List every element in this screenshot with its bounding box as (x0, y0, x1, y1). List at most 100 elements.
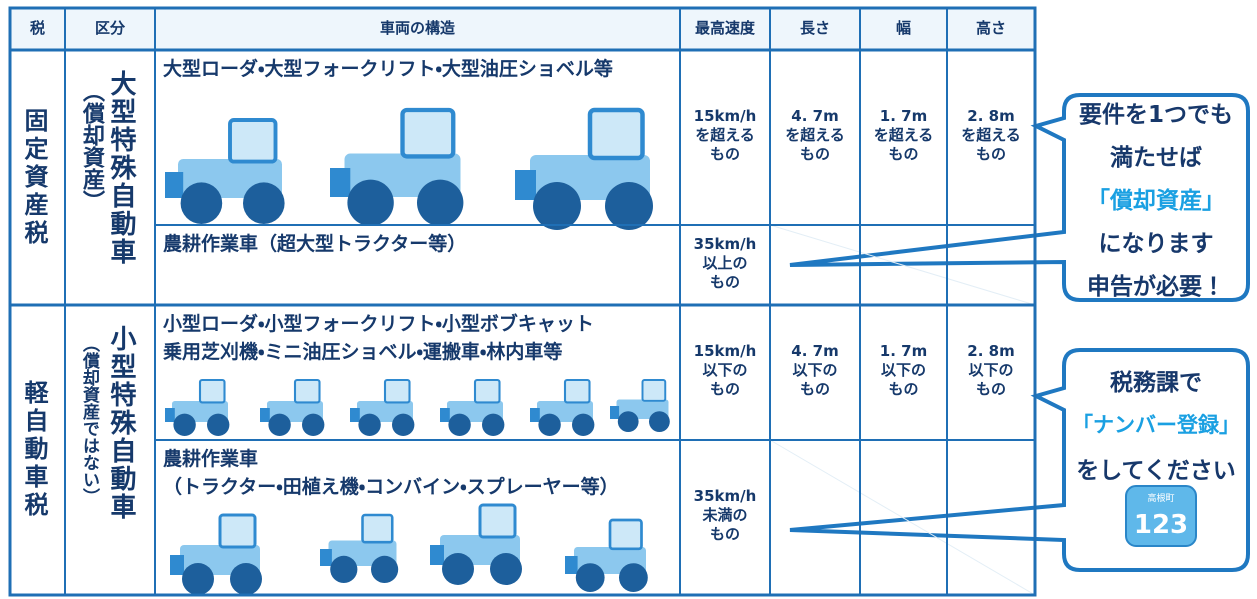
tax-name: 固定資産税 (20, 107, 48, 248)
vehicle-part (473, 378, 501, 404)
vehicle-part (165, 408, 175, 422)
callout-text: 「ナンバー登録」 (1072, 413, 1240, 437)
requirement-text: もの (888, 380, 919, 398)
callout-text: をしてください (1076, 458, 1236, 484)
vehicle-part (563, 378, 591, 404)
requirement-text: 35km/h (693, 234, 757, 253)
requirement-text: もの (975, 145, 1006, 163)
vehicle-part (180, 182, 223, 224)
vehicle-icon (165, 118, 285, 224)
vehicle-part (608, 518, 643, 551)
vehicle-part (170, 555, 184, 575)
vehicle-part (619, 563, 648, 592)
requirement-text: 以下の (880, 361, 926, 379)
vehicle-part (392, 413, 415, 436)
requirement-text: 以下の (702, 361, 748, 379)
vehicle-part (400, 107, 456, 159)
vehicle-part (587, 107, 645, 161)
vehicle-structure: （トラクター・田植え機・コンバイン・スプレーヤー等） (163, 476, 619, 498)
callout-bubble (789, 93, 1250, 302)
requirement-text: を超える (695, 126, 755, 144)
vehicle-part (218, 513, 257, 549)
vehicle-part (572, 413, 595, 436)
vehicle-part (575, 563, 605, 592)
merged-cell-diagonal (769, 439, 1036, 596)
requirement-text: もの (709, 145, 740, 163)
vehicle-part (533, 182, 581, 230)
vehicle-part (230, 563, 262, 595)
vehicle-part (350, 408, 360, 422)
vehicle-structure: 乗用芝刈機・ミニ油圧ショベル・運搬車・林内車等 (163, 341, 563, 363)
header-cell: 幅 (895, 19, 911, 37)
vehicle-icon (440, 378, 505, 436)
vehicle-part (617, 411, 639, 432)
callout-text: 要件を1つでも (1078, 102, 1233, 128)
requirement-text: を超える (873, 126, 934, 144)
requirement-text: 4. 7m (791, 107, 839, 125)
requirement-text: もの (799, 380, 830, 398)
requirement-text: 以下の (792, 361, 838, 379)
vehicle-part (430, 545, 444, 565)
vehicle-part (478, 503, 517, 539)
vehicle-icon (350, 378, 415, 436)
vehicle-icon (530, 378, 595, 436)
vehicle-part (383, 378, 411, 404)
requirement-text: もの (709, 380, 740, 398)
vehicle-part (330, 168, 351, 197)
vehicle-part (228, 118, 278, 164)
category-note: （償却資産ではない） (79, 335, 99, 505)
callout-text: 満たせば (1110, 145, 1202, 171)
vehicle-part (641, 379, 667, 402)
vehicle-part (173, 413, 196, 436)
vehicle-structure: 農耕作業車 (163, 448, 259, 470)
header-cell: 車両の構造 (379, 19, 455, 37)
requirement-text: 35km/h (693, 487, 757, 505)
merged-cell-diagonal (769, 224, 1036, 306)
number-plate (1125, 485, 1197, 547)
vehicle-part (610, 406, 620, 419)
category-note: （償却資産） (79, 80, 104, 212)
requirement-text: 以上の (702, 253, 748, 272)
header-cell: 税 (29, 19, 45, 37)
vehicle-icon (430, 503, 522, 585)
vehicle-part (490, 553, 522, 585)
vehicle-part (358, 413, 381, 436)
callout-text: 税務課で (1110, 370, 1202, 396)
vehicle-icon (165, 378, 230, 436)
requirement-text: もの (799, 145, 830, 163)
vehicle-structure: 小型ローダ・小型フォークリフト・小型ボブキャット (163, 313, 594, 335)
vehicle-part (207, 413, 230, 436)
vehicle-icon (260, 378, 325, 436)
table-border (8, 6, 1037, 597)
vehicle-part (302, 413, 325, 436)
requirement-text: 2. 8m (967, 342, 1015, 360)
vehicle-part (371, 555, 399, 583)
requirement-text: 以下の (968, 361, 1014, 379)
requirement-text: もの (709, 272, 740, 291)
vehicle-part (530, 408, 540, 422)
callout-text: 申告が必要！ (1087, 274, 1225, 300)
vehicle-part (442, 553, 474, 585)
header-cell: 区分 (94, 19, 125, 37)
vehicle-icon (330, 107, 464, 226)
vehicle-part (605, 182, 653, 230)
requirement-text: もの (975, 380, 1006, 398)
vehicle-icon (320, 513, 399, 583)
callout-text: になります (1098, 231, 1214, 257)
requirement-text: 1. 7m (879, 107, 928, 125)
header-cell: 長さ (799, 19, 830, 37)
requirement-text: 15km/h (693, 342, 757, 360)
vehicle-part (320, 549, 332, 566)
callout-text: 「償却資産」 (1087, 188, 1225, 214)
requirement-text: を超える (961, 126, 1021, 144)
plate-number: 123 (1133, 510, 1189, 540)
vehicle-icon (565, 518, 648, 592)
vehicle-part (538, 413, 561, 436)
tax-name: 軽自動車税 (20, 380, 48, 520)
requirement-text: 未満の (702, 506, 748, 524)
vehicle-part (515, 170, 536, 200)
plate-town: 高根町 (1147, 494, 1175, 504)
vehicle-part (243, 182, 285, 224)
